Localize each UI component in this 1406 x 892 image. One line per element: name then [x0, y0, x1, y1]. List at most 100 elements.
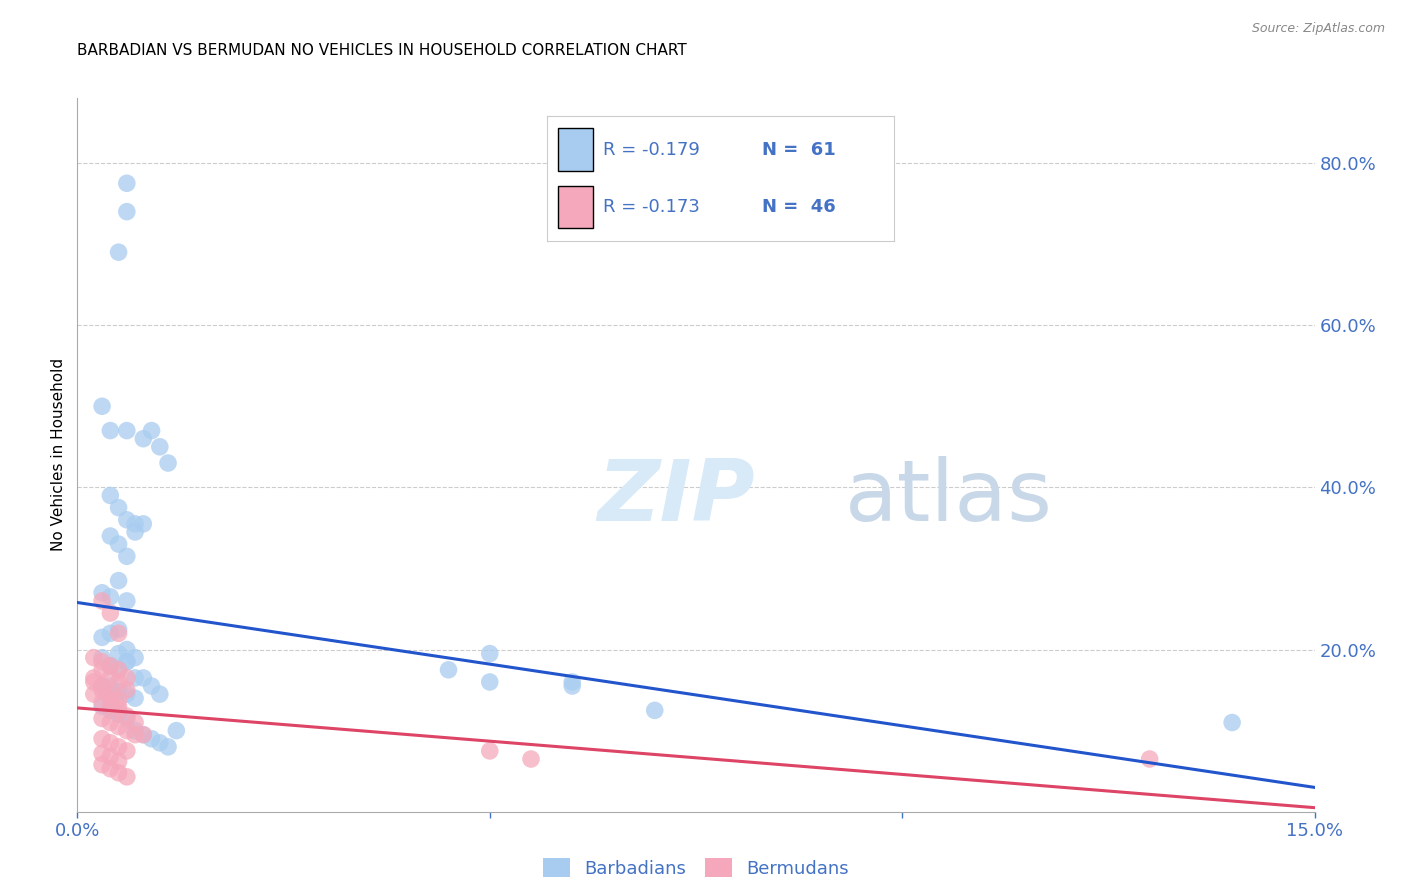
Point [98, 679, 121, 693]
Point [478, 675, 501, 690]
Point [115, 723, 138, 738]
Point [132, 516, 155, 531]
Point [107, 707, 129, 722]
Point [98, 703, 121, 717]
Point [83, 650, 105, 665]
Point [91, 655, 114, 669]
Point [149, 440, 172, 454]
Point [107, 663, 129, 677]
Point [91, 695, 114, 709]
Point [124, 728, 146, 742]
Point [124, 671, 146, 685]
Point [98, 658, 121, 673]
Point [107, 755, 129, 769]
Point [115, 176, 138, 190]
Point [107, 537, 129, 551]
Point [132, 728, 155, 742]
Point [115, 683, 138, 698]
Point [107, 703, 129, 717]
Point [115, 655, 138, 669]
Point [91, 679, 114, 693]
Point [107, 720, 129, 734]
Point [124, 516, 146, 531]
Point [91, 747, 114, 761]
Point [91, 731, 114, 746]
Point [91, 699, 114, 714]
Point [132, 728, 155, 742]
Point [115, 204, 138, 219]
Text: BARBADIAN VS BERMUDAN NO VEHICLES IN HOUSEHOLD CORRELATION CHART: BARBADIAN VS BERMUDAN NO VEHICLES IN HOU… [77, 43, 688, 58]
Point [98, 736, 121, 750]
Point [91, 679, 114, 693]
Point [98, 687, 121, 701]
Point [132, 671, 155, 685]
Point [98, 749, 121, 764]
Point [91, 594, 114, 608]
Point [124, 524, 146, 539]
Point [115, 513, 138, 527]
Text: ZIP: ZIP [598, 456, 755, 540]
Point [91, 663, 114, 677]
Point [107, 739, 129, 754]
Point [98, 606, 121, 620]
Point [107, 574, 129, 588]
Point [98, 424, 121, 438]
Point [149, 687, 172, 701]
Point [141, 424, 163, 438]
Point [98, 691, 121, 706]
FancyBboxPatch shape [558, 186, 592, 228]
Point [124, 691, 146, 706]
Point [644, 703, 666, 717]
Point [91, 757, 114, 772]
Point [107, 693, 129, 707]
Point [437, 663, 460, 677]
Point [157, 739, 180, 754]
Point [98, 715, 121, 730]
Point [115, 687, 138, 701]
Point [91, 631, 114, 645]
Point [107, 245, 129, 260]
Point [157, 456, 180, 470]
Point [115, 549, 138, 564]
Point [83, 671, 105, 685]
Text: N =  61: N = 61 [762, 141, 837, 159]
Text: R = -0.179: R = -0.179 [603, 141, 700, 159]
Point [115, 424, 138, 438]
Point [107, 626, 129, 640]
Point [124, 723, 146, 738]
Point [141, 679, 163, 693]
Point [124, 650, 146, 665]
Point [98, 488, 121, 502]
Point [107, 684, 129, 698]
Point [141, 731, 163, 746]
Point [91, 586, 114, 600]
Point [107, 647, 129, 661]
Text: Source: ZipAtlas.com: Source: ZipAtlas.com [1251, 22, 1385, 36]
Point [107, 500, 129, 515]
Point [83, 675, 105, 690]
Point [149, 736, 172, 750]
Point [98, 658, 121, 673]
Legend: Barbadians, Bermudans: Barbadians, Bermudans [536, 851, 856, 885]
Text: atlas: atlas [845, 456, 1053, 540]
Point [107, 699, 129, 714]
Point [478, 744, 501, 758]
Point [91, 683, 114, 698]
Point [107, 622, 129, 636]
Point [98, 529, 121, 543]
Point [83, 687, 105, 701]
Text: R = -0.173: R = -0.173 [603, 198, 700, 216]
Point [115, 671, 138, 685]
Point [115, 655, 138, 669]
Point [520, 752, 543, 766]
Point [115, 770, 138, 784]
Point [98, 762, 121, 776]
Point [115, 642, 138, 657]
Point [1220, 715, 1243, 730]
Point [98, 699, 121, 714]
Point [1139, 752, 1161, 766]
Point [115, 711, 138, 725]
Point [98, 671, 121, 685]
Point [98, 658, 121, 673]
Point [91, 650, 114, 665]
